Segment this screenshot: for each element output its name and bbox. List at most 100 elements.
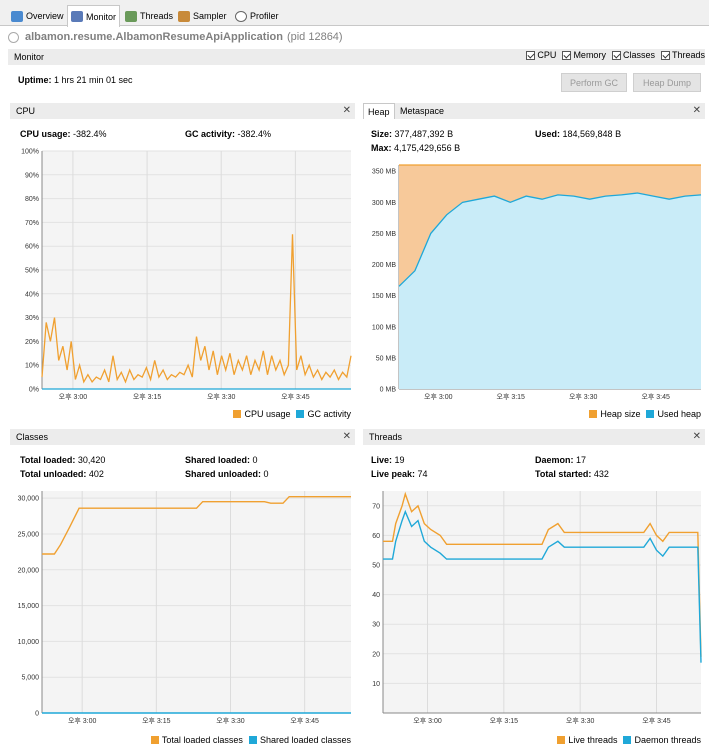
x-tick-label: 오후 3:15 xyxy=(142,717,171,725)
close-icon[interactable]: ✕ xyxy=(342,431,351,442)
y-tick-label: 5,000 xyxy=(21,675,39,682)
x-tick-label: 오후 3:30 xyxy=(569,393,598,401)
y-tick-label: 20 xyxy=(372,651,380,658)
classes-panel: Classes ✕ Total loaded: 30,420 Shared lo… xyxy=(10,429,355,747)
y-tick-label: 25,000 xyxy=(18,531,40,538)
plot-area xyxy=(383,491,701,713)
x-tick-label: 오후 3:45 xyxy=(281,393,310,401)
legend-swatch xyxy=(296,410,305,418)
y-tick-label: 70% xyxy=(25,220,39,227)
y-tick-label: 20% xyxy=(25,339,39,346)
heap-dump-button[interactable]: Heap Dump xyxy=(633,73,701,92)
tab-metaspace[interactable]: Metaspace xyxy=(400,106,445,116)
y-tick-label: 90% xyxy=(25,172,39,179)
threads-panel-header: Threads ✕ xyxy=(363,429,705,445)
y-tick-label: 10,000 xyxy=(18,639,40,646)
checkbox-icon xyxy=(526,50,536,60)
tab-monitor[interactable]: Monitor xyxy=(67,5,121,27)
x-tick-label: 오후 3:30 xyxy=(216,717,245,725)
perform-gc-button[interactable]: Perform GC xyxy=(561,73,627,92)
heap-used-stat: Used: 184,569,848 B xyxy=(535,129,622,139)
y-tick-label: 150 MB xyxy=(372,293,396,300)
gc-activity-stat: GC activity: -382.4% xyxy=(185,129,272,139)
heap-chart: 350 MB 300 MB 250 MB 200 MB 150 MB 100 MB 50 M… xyxy=(372,164,702,401)
live-threads-line xyxy=(383,491,702,657)
overview-icon xyxy=(11,10,23,22)
monitor-icon xyxy=(71,11,83,22)
legend-swatch xyxy=(248,736,257,744)
checkbox-icon xyxy=(611,50,621,60)
y-tick-label: 40% xyxy=(25,291,39,298)
y-tick-label: 30% xyxy=(25,315,39,322)
x-tick-label: 오후 3:00 xyxy=(424,393,453,401)
uptime: Uptime: 1 hrs 21 min 01 sec xyxy=(18,75,133,85)
x-tick-label: 오후 3:30 xyxy=(566,717,595,725)
monitor-header: Monitor CPU Memory Classes Threads xyxy=(8,49,705,65)
y-tick-label: 15,000 xyxy=(18,603,40,610)
close-icon[interactable]: ✕ xyxy=(692,431,701,442)
legend-swatch xyxy=(589,410,598,418)
y-tick-label: 50% xyxy=(25,268,39,275)
live-peak-stat: Live peak: 74 xyxy=(371,469,428,479)
legend-swatch xyxy=(233,410,242,418)
threads-legend: Live threads Daemon threads xyxy=(551,735,701,745)
y-tick-label: 50 xyxy=(372,563,380,570)
cpu-panel-header: CPU ✕ xyxy=(10,103,355,119)
x-tick-label: 오후 3:45 xyxy=(290,717,319,725)
cpu-chart: 100% 90% 80% 70% 60% 50% 40% 30% 20% 10% 0% 오후 3:00… xyxy=(21,149,352,401)
app-pid: (pid 12864) xyxy=(286,31,343,43)
checkbox-threads[interactable]: Threads xyxy=(660,50,705,60)
y-tick-label: 30,000 xyxy=(18,496,40,503)
cpu-legend: CPU usage GC activity xyxy=(227,409,351,419)
y-tick-label: 70 xyxy=(372,503,380,510)
x-tick-label: 오후 3:00 xyxy=(68,717,97,725)
app-status-icon xyxy=(8,31,19,43)
shared-loaded-stat: Shared loaded: 0 xyxy=(185,455,258,465)
monitor-title: Monitor xyxy=(14,52,45,62)
profiler-icon xyxy=(235,10,247,22)
y-tick-label: 80% xyxy=(25,196,39,203)
cpu-usage-line xyxy=(41,234,352,384)
daemon-threads-line xyxy=(383,509,702,663)
heap-panel: Heap Metaspace ✕ Size: 377,487,392 B Use… xyxy=(363,103,705,423)
total-unloaded-stat: Total unloaded: 402 xyxy=(20,469,104,479)
tab-overview[interactable]: Overview xyxy=(8,6,67,26)
cpu-usage-stat: CPU usage: -382.4% xyxy=(20,129,107,139)
checkbox-classes[interactable]: Classes xyxy=(611,50,655,60)
plot-area xyxy=(42,491,351,713)
y-tick-label: 60% xyxy=(25,244,39,251)
checkbox-icon xyxy=(562,50,572,60)
tab-profiler[interactable]: Profiler xyxy=(232,6,282,26)
checkbox-memory[interactable]: Memory xyxy=(562,50,606,60)
heap-legend: Heap size Used heap xyxy=(583,409,701,419)
sampler-icon xyxy=(178,10,190,22)
close-icon[interactable]: ✕ xyxy=(692,105,701,116)
tab-threads[interactable]: Threads xyxy=(122,6,176,26)
legend-swatch xyxy=(646,410,655,418)
y-tick-label: 10% xyxy=(25,363,39,370)
y-tick-label: 40 xyxy=(372,592,380,599)
cpu-panel: CPU ✕ CPU usage: -382.4% GC activity: -3… xyxy=(10,103,355,423)
app-title-bar: albamon.resume.AlbamonResumeApiApplicati… xyxy=(8,29,343,45)
legend-swatch xyxy=(150,736,159,744)
x-tick-label: 오후 3:15 xyxy=(497,393,526,401)
total-started-stat: Total started: 432 xyxy=(535,469,609,479)
shared-unloaded-stat: Shared unloaded: 0 xyxy=(185,469,269,479)
y-tick-label: 50 MB xyxy=(376,355,397,362)
y-tick-label: 60 xyxy=(372,533,380,540)
tab-sampler[interactable]: Sampler xyxy=(175,6,230,26)
close-icon[interactable]: ✕ xyxy=(342,105,351,116)
threads-panel: Threads ✕ Live: 19 Daemon: 17 Live peak:… xyxy=(363,429,705,747)
total-loaded-line xyxy=(42,496,351,555)
heap-size-stat: Size: 377,487,392 B xyxy=(371,129,454,139)
y-tick-label: 200 MB xyxy=(372,262,396,269)
threads-icon xyxy=(125,10,137,22)
checkbox-cpu[interactable]: CPU xyxy=(526,50,556,60)
y-tick-label: 0 MB xyxy=(380,387,397,394)
legend-swatch xyxy=(557,736,566,744)
tab-heap[interactable]: Heap xyxy=(363,103,395,119)
live-threads-stat: Live: 19 xyxy=(371,455,405,465)
used-heap-line xyxy=(398,192,702,287)
y-tick-label: 10 xyxy=(372,681,380,688)
y-tick-label: 100 MB xyxy=(372,324,396,331)
